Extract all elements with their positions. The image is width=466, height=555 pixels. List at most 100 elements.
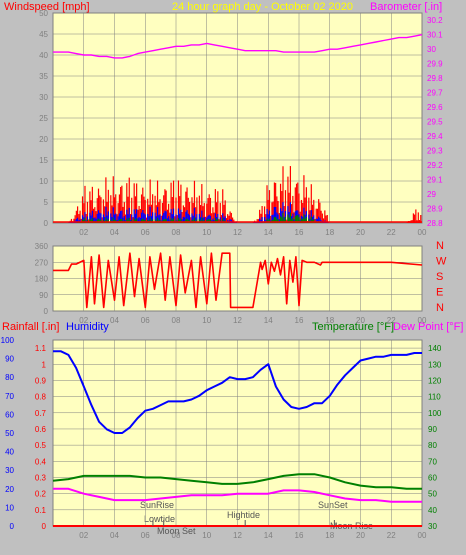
hour-tick-label: 04: [110, 531, 119, 540]
humidity-tick-label: 10: [5, 503, 14, 512]
rain-tick-label: 1.1: [35, 344, 47, 353]
baro-right-tick-label: 29.3: [427, 147, 443, 156]
wind-left-tick-label: 35: [39, 72, 48, 81]
humidity-axis-title: Humidity: [66, 321, 109, 333]
temperature-tick-label: 130: [428, 360, 442, 369]
hour-tick-label: 22: [387, 316, 396, 325]
wind-left-tick-label: 50: [39, 9, 48, 18]
rainfall-axis-title: Rainfall [.in]: [2, 321, 59, 333]
wind-left-tick-label: 25: [39, 114, 48, 123]
lowtide-label: Lowtide: [144, 514, 175, 524]
hour-tick-label: 16: [295, 316, 304, 325]
grid-layer: [52, 12, 423, 527]
hour-tick-label: 02: [79, 316, 88, 325]
hour-tick-label: 08: [172, 316, 181, 325]
temperature-tick-label: 140: [428, 344, 442, 353]
humidity-line: [53, 350, 422, 434]
barometer-axis-title: Barometer [.in]: [370, 1, 442, 13]
humidity-tick-label: 0: [10, 522, 15, 531]
hour-tick-label: 12: [233, 316, 242, 325]
panel-border: [52, 12, 423, 224]
hour-tick-label: 16: [295, 531, 304, 540]
temperature-tick-label: 110: [428, 393, 441, 402]
temperature-tick-label: 90: [428, 425, 437, 434]
rain-tick-label: 0.1: [35, 506, 47, 515]
dewpoint-line: [53, 487, 422, 503]
rain-tick-label: 0.2: [35, 490, 47, 499]
temperature-tick-label: 60: [428, 473, 437, 482]
humidity-tick-label: 30: [5, 466, 14, 475]
humidity-tick-label: 100: [1, 336, 15, 345]
temperature-axis-title: Temperature [°F]: [312, 321, 394, 333]
dewpoint-axis-title: Dew Point [°F]: [393, 321, 463, 333]
humidity-tick-label: 90: [5, 355, 14, 364]
baro-right-tick-label: 29.2: [427, 161, 443, 170]
dir-left-tick-label: 90: [39, 291, 48, 300]
dir-left-tick-label: 180: [35, 275, 49, 284]
humidity-tick-label: 50: [5, 429, 14, 438]
baro-right-tick-label: 28.9: [427, 205, 443, 214]
direction-letter: N: [436, 302, 444, 314]
hour-tick-label: 02: [79, 228, 88, 237]
rain-tick-label: 0.3: [35, 473, 47, 482]
direction-letter: W: [436, 256, 447, 268]
hour-tick-label: 00: [418, 531, 427, 540]
hour-tick-label: 14: [264, 531, 273, 540]
rain-tick-label: 0.5: [35, 441, 47, 450]
barometer-line: [53, 34, 423, 59]
direction-letter: N: [436, 240, 444, 252]
rain-tick-label: 0.6: [35, 425, 47, 434]
temperature-tick-label: 50: [428, 490, 437, 499]
direction-letter: E: [436, 287, 443, 299]
hour-tick-label: 22: [387, 228, 396, 237]
wind-left-tick-label: 15: [39, 156, 48, 165]
hour-tick-label: 00: [418, 228, 427, 237]
rain-tick-label: 0.7: [35, 409, 47, 418]
hour-tick-label: 18: [325, 228, 334, 237]
chart-title: 24 hour graph day - October 02 2020: [172, 1, 353, 13]
humidity-tick-label: 40: [5, 448, 14, 457]
humidity-tick-label: 20: [5, 485, 14, 494]
hour-tick-label: 00: [418, 316, 427, 325]
baro-right-tick-label: 29: [427, 190, 436, 199]
hour-tick-label: 14: [264, 316, 273, 325]
hour-tick-label: 20: [356, 531, 365, 540]
baro-right-tick-label: 30.1: [427, 31, 443, 40]
hour-tick-label: 04: [110, 316, 119, 325]
temperature-tick-label: 120: [428, 376, 442, 385]
marker-layer: [152, 520, 335, 526]
baro-right-tick-label: 29.1: [427, 176, 443, 185]
hour-tick-label: 06: [141, 531, 150, 540]
wind-left-tick-label: 10: [39, 177, 48, 186]
direction-line: [53, 252, 423, 309]
hour-tick-label: 10: [202, 531, 211, 540]
temperature-tick-label: 100: [428, 409, 442, 418]
temperature-tick-label: 80: [428, 441, 437, 450]
baro-right-tick-label: 29.7: [427, 89, 443, 98]
humidity-tick-label: 60: [5, 410, 14, 419]
sunset-label: SunSet: [318, 500, 348, 510]
hour-tick-label: 12: [233, 228, 242, 237]
hour-tick-label: 06: [141, 316, 150, 325]
hour-tick-label: 12: [233, 531, 242, 540]
direction-letter: S: [436, 271, 443, 283]
dir-left-tick-label: 360: [35, 242, 49, 251]
hour-tick-label: 20: [356, 228, 365, 237]
hour-tick-label: 06: [141, 228, 150, 237]
moonset-label: Moon Set: [157, 526, 196, 536]
baro-right-tick-label: 29.8: [427, 74, 443, 83]
humidity-tick-label: 70: [5, 392, 14, 401]
rain-tick-label: 1: [42, 360, 47, 369]
baro-right-tick-label: 29.9: [427, 60, 443, 69]
windspeed-axis-title: Windspeed [mph]: [4, 1, 90, 13]
hour-tick-label: 20: [356, 316, 365, 325]
hour-tick-label: 10: [202, 228, 211, 237]
temperature-tick-label: 70: [428, 457, 437, 466]
hour-tick-label: 10: [202, 316, 211, 325]
hour-tick-label: 08: [172, 228, 181, 237]
baro-right-tick-label: 30: [427, 45, 436, 54]
wind-left-tick-label: 20: [39, 135, 48, 144]
rain-tick-label: 0: [42, 522, 47, 531]
